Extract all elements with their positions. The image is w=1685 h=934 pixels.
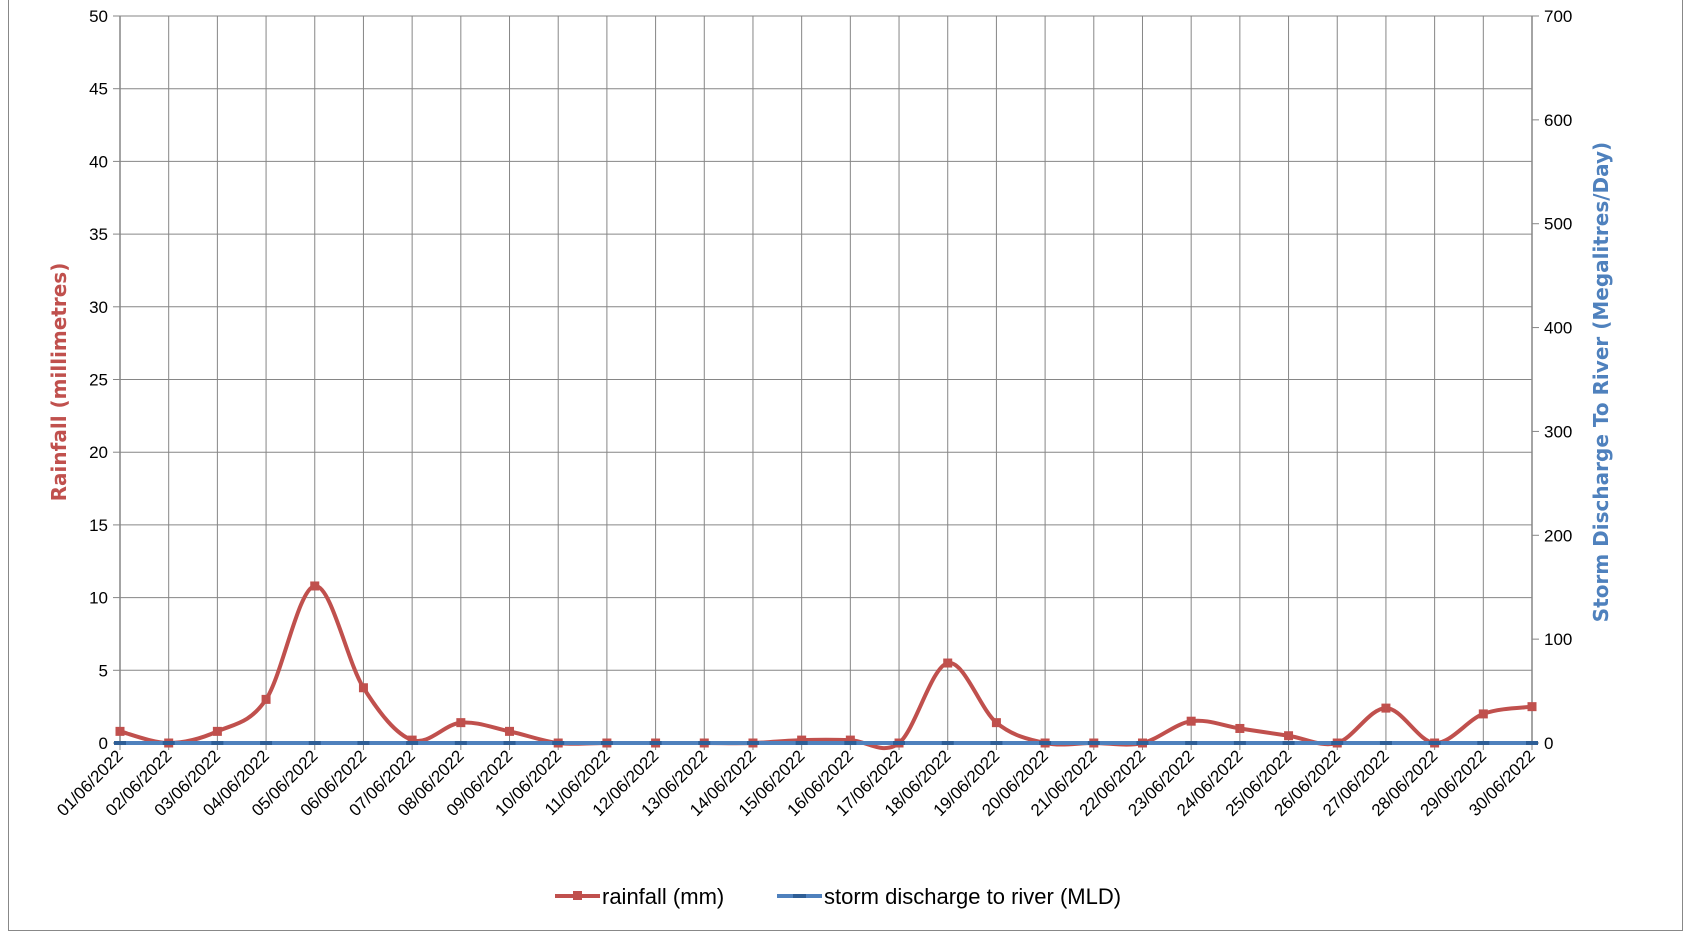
left-y-tick-label: 35 xyxy=(89,225,108,244)
left-y-tick-label: 20 xyxy=(89,443,108,462)
data-point-rainfall xyxy=(991,718,1001,728)
series-line-0 xyxy=(119,583,1533,751)
data-point-rainfall xyxy=(456,718,466,728)
data-point-rainfall xyxy=(261,694,271,704)
legend-label-rainfall: rainfall (mm) xyxy=(602,884,724,909)
left-y-tick-label: 15 xyxy=(89,516,108,535)
x-axis-ticks: 01/06/202202/06/202203/06/202204/06/2022… xyxy=(53,746,1539,820)
right-y-tick-label: 100 xyxy=(1544,630,1572,649)
data-point-rainfall xyxy=(1284,731,1294,741)
left-y-tick-label: 5 xyxy=(99,661,108,680)
right-y-tick-label: 500 xyxy=(1544,215,1572,234)
right-y-axis-label: Storm Discharge To River (Megalitres/Day… xyxy=(1589,142,1613,622)
data-point-rainfall xyxy=(1381,703,1391,713)
right-y-tick-label: 700 xyxy=(1544,7,1572,26)
legend-item-discharge: storm discharge to river (MLD) xyxy=(777,884,1121,909)
data-point-rainfall xyxy=(845,735,855,745)
data-point-rainfall xyxy=(797,735,807,745)
legend-item-rainfall: rainfall (mm) xyxy=(555,884,724,909)
left-y-tick-label: 45 xyxy=(89,80,108,99)
data-point-rainfall xyxy=(310,581,320,591)
left-y-tick-label: 25 xyxy=(89,371,108,390)
data-point-rainfall xyxy=(505,726,515,736)
data-point-rainfall xyxy=(1527,702,1537,712)
left-y-tick-label: 50 xyxy=(89,7,108,26)
legend-label-discharge: storm discharge to river (MLD) xyxy=(824,884,1121,909)
data-point-rainfall xyxy=(1235,723,1245,733)
legend-marker-rainfall xyxy=(573,891,582,900)
chart-frame xyxy=(8,0,1683,931)
left-y-tick-label: 30 xyxy=(89,298,108,317)
right-y-tick-label: 600 xyxy=(1544,111,1572,130)
legend: rainfall (mm) storm discharge to river (… xyxy=(555,884,1121,909)
right-y-tick-label: 200 xyxy=(1544,526,1572,545)
grid xyxy=(113,15,1539,750)
left-y-tick-label: 0 xyxy=(99,734,108,753)
right-y-tick-label: 0 xyxy=(1544,734,1553,753)
data-point-rainfall xyxy=(1186,716,1196,726)
data-point-rainfall xyxy=(115,726,125,736)
left-y-tick-label: 40 xyxy=(89,152,108,171)
right-y-axis-ticks: 0 100 200 300 400 500 600 700 xyxy=(1544,7,1572,753)
data-point-rainfall xyxy=(407,735,417,745)
left-y-axis-ticks: 0 5 10 15 20 25 30 35 40 45 50 xyxy=(89,7,108,753)
data-point-rainfall xyxy=(943,658,953,668)
left-y-tick-label: 10 xyxy=(89,589,108,608)
left-y-axis-label: Rainfall (millimetres) xyxy=(47,263,71,502)
series xyxy=(114,581,1538,751)
right-y-tick-label: 300 xyxy=(1544,422,1572,441)
data-point-rainfall xyxy=(212,726,222,736)
right-y-tick-label: 400 xyxy=(1544,319,1572,338)
data-point-rainfall xyxy=(1478,709,1488,719)
data-point-rainfall xyxy=(358,683,368,693)
